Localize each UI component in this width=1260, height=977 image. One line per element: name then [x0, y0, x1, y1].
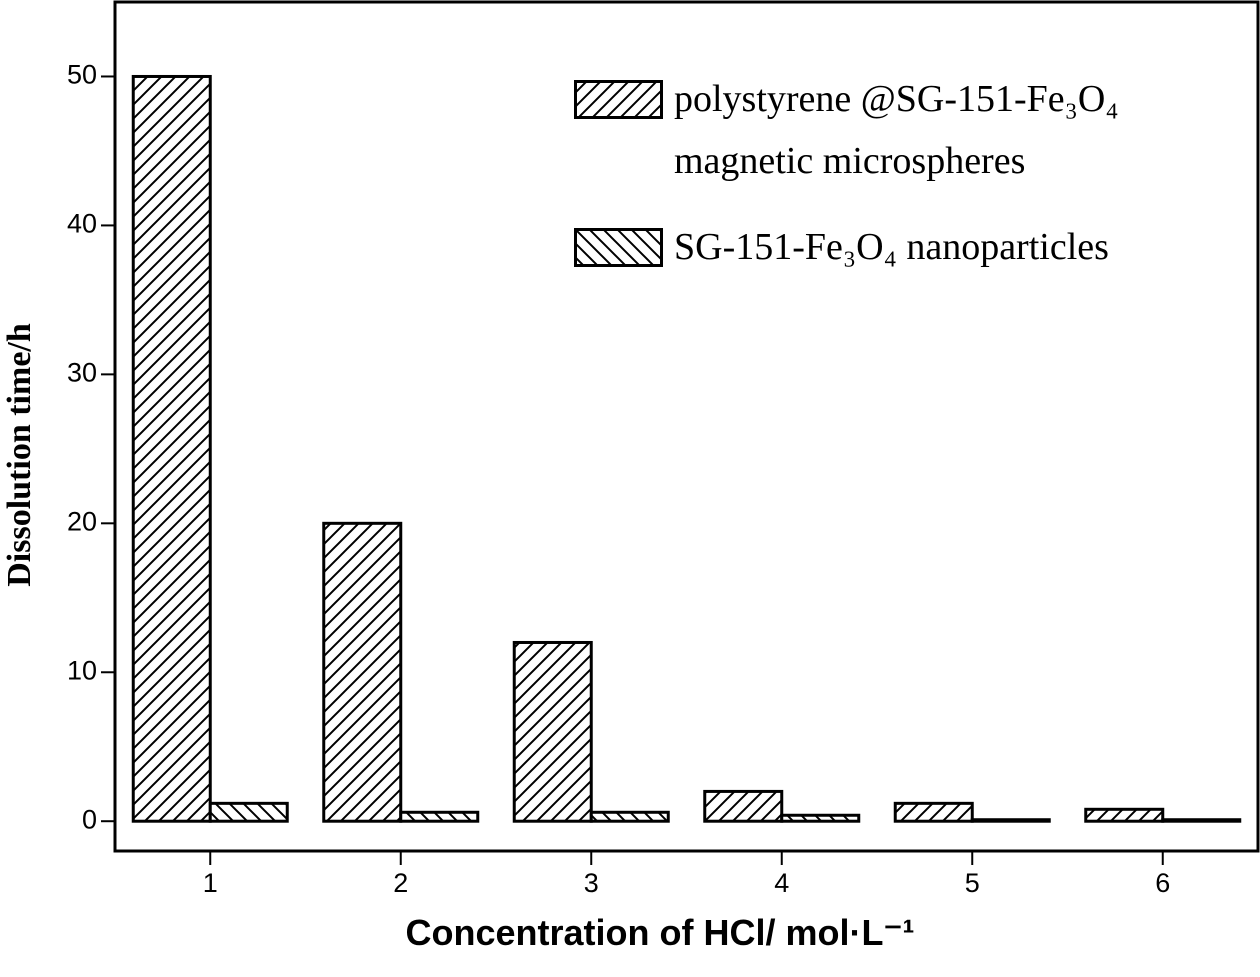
- y-tick-label: 30: [67, 357, 97, 387]
- plot-frame: [113, 0, 1260, 853]
- legend-entry: SG-151-Fe₃O₄ nanoparticles: [574, 216, 1194, 278]
- bar: [1084, 807, 1165, 823]
- y-tick-label: 40: [67, 209, 97, 239]
- bar: [589, 810, 670, 823]
- legend-entry: polystyrene @SG-151-Fe₃O₄ magnetic micro…: [574, 68, 1194, 192]
- bar: [703, 789, 784, 823]
- y-tick-label: 20: [67, 506, 97, 536]
- legend-label: SG-151-Fe₃O₄ nanoparticles: [674, 226, 1109, 268]
- bar: [512, 640, 593, 823]
- bar: [208, 801, 289, 823]
- bar: [399, 810, 480, 823]
- y-tick-label: 0: [82, 804, 97, 834]
- y-axis-label: Dissolution time/h: [1, 323, 38, 587]
- y-tick-label: 10: [67, 655, 97, 685]
- bar: [322, 521, 403, 823]
- bar: [970, 818, 1051, 823]
- bar: [131, 74, 212, 823]
- x-tick-label: 6: [1155, 868, 1170, 898]
- x-tick-label: 1: [203, 868, 218, 898]
- x-tick-label: 2: [393, 868, 408, 898]
- legend-swatch: [574, 228, 663, 267]
- x-tick-label: 4: [774, 868, 789, 898]
- bar: [780, 813, 861, 823]
- legend: polystyrene @SG-151-Fe₃O₄ magnetic micro…: [574, 68, 1194, 278]
- y-tick-label: 50: [67, 60, 97, 90]
- x-tick-label: 3: [584, 868, 599, 898]
- bar: [1161, 818, 1242, 823]
- legend-swatch: [574, 80, 663, 119]
- x-axis-label: Concentration of HCl/ mol·L⁻¹: [406, 912, 915, 953]
- x-tick-label: 5: [965, 868, 980, 898]
- legend-swatch-box: [574, 228, 663, 267]
- bar: [893, 801, 974, 823]
- legend-label: polystyrene @SG-151-Fe₃O₄ magnetic micro…: [674, 78, 1119, 182]
- legend-swatch-box: [574, 80, 663, 119]
